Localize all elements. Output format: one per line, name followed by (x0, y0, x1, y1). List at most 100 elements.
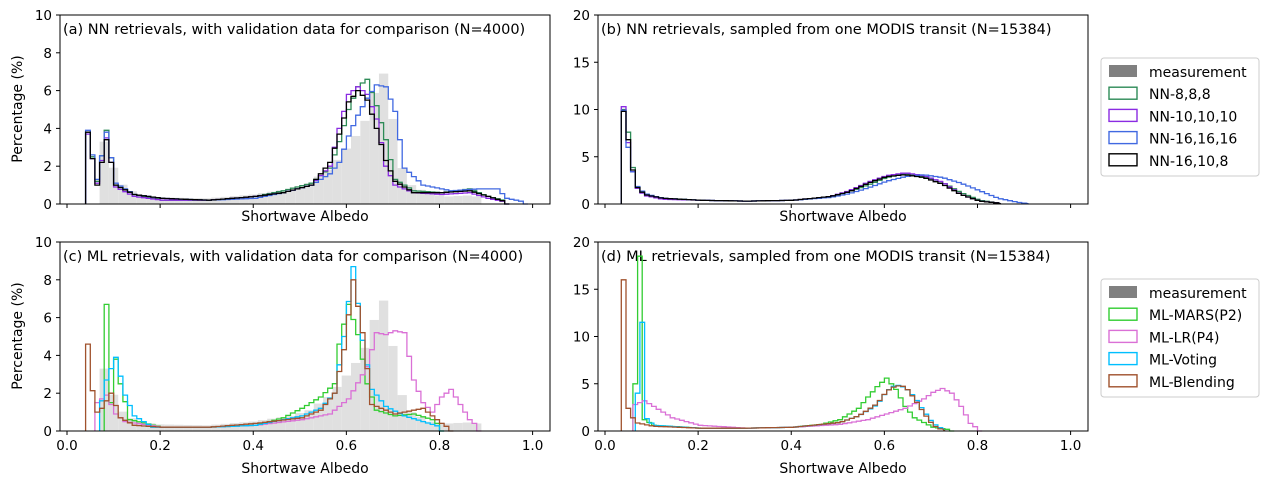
legend-swatch-nn-16-10-8 (1108, 153, 1138, 167)
plot-area (597, 14, 1089, 205)
series-line-nn-8-8-8 (84, 78, 510, 205)
series-line-nn-16-16-16 (620, 109, 1029, 205)
series-line-nn-10-10-10 (620, 106, 1002, 205)
histogram-bar (276, 190, 286, 204)
series-line-ml-blending (84, 279, 454, 432)
x-tick-label: 0.4 (242, 438, 263, 454)
histogram-bar (360, 120, 370, 204)
y-tick-label: 15 (573, 282, 590, 298)
panel-title: (d) ML retrievals, sampled from one MODI… (601, 249, 1050, 265)
y-tick-label: 10 (35, 235, 52, 251)
histogram-bar (211, 197, 221, 204)
x-axis-label: Shortwave Albedo (241, 209, 368, 225)
x-tick-label: 0.4 (780, 438, 801, 454)
histogram-bar (369, 319, 379, 431)
histogram-bar (304, 183, 314, 204)
y-tick-label: 20 (573, 235, 590, 251)
histogram-bar (444, 196, 454, 204)
x-tick-label: 0.6 (874, 438, 895, 454)
histogram-bar (425, 194, 435, 204)
y-tick-label: 0 (581, 197, 590, 213)
histogram-bar (146, 196, 156, 204)
histogram-bar (127, 191, 137, 204)
panel-title: (c) ML retrievals, with validation data … (63, 249, 523, 265)
x-tick-label: 0.0 (594, 438, 615, 454)
histogram-bar (220, 423, 230, 431)
panel-title: (a) NN retrievals, with validation data … (63, 22, 525, 38)
histogram-bar (351, 362, 361, 431)
histogram-bar (183, 197, 193, 204)
histogram-bar (304, 410, 314, 431)
panel-a: (a) NN retrievals, with validation data … (10, 8, 551, 225)
histogram-bar (174, 197, 184, 204)
histogram-bar (183, 424, 193, 431)
panel-d: (d) ML retrievals, sampled from one MODI… (573, 235, 1089, 477)
legend-label-measurement: measurement (1149, 65, 1247, 81)
series-line-ml-mars-p2- (632, 255, 955, 432)
series-line-ml-lr-p4- (94, 330, 482, 432)
legend-top: measurement NN-8,8,8 NN-10,10,10 NN-16,16,1… (1100, 57, 1260, 177)
histogram-bar (388, 345, 398, 431)
y-tick-label: 4 (43, 121, 52, 137)
x-tick-label: 0.8 (429, 438, 450, 454)
legend-label-ml-blending: ML-Blending (1149, 375, 1235, 391)
y-tick-label: 8 (43, 273, 52, 289)
histogram-bar (239, 422, 249, 431)
panel-title: (b) NN retrievals, sampled from one MODI… (601, 22, 1052, 38)
histogram-bar (360, 347, 370, 431)
histogram-bar (434, 195, 445, 204)
histogram-bar (211, 424, 221, 431)
histogram-bar (257, 420, 268, 431)
histogram-bar (369, 92, 379, 204)
plot-area (59, 241, 551, 432)
panel-b: (b) NN retrievals, sampled from one MODI… (573, 8, 1089, 225)
x-axis-label: Shortwave Albedo (779, 209, 906, 225)
histogram-bar (462, 195, 473, 204)
legend-frame (1100, 278, 1260, 398)
histogram-bar (295, 413, 305, 431)
histogram-bar (276, 417, 286, 431)
y-tick-label: 10 (573, 330, 590, 346)
histogram-bar (248, 194, 258, 204)
histogram-bar (323, 169, 333, 204)
legend-swatch-ml-voting (1108, 351, 1138, 366)
y-tick-label: 0 (43, 197, 52, 213)
plot-area (597, 241, 1089, 432)
legend-label-nn-16-10-8: NN-16,10,8 (1149, 154, 1228, 170)
y-tick-label: 0 (43, 424, 52, 440)
y-tick-label: 6 (43, 311, 52, 327)
series-line-nn-8-8-8 (620, 108, 1002, 205)
histogram-bar (248, 421, 258, 431)
histogram-bar (453, 422, 463, 431)
x-axis-label: Shortwave Albedo (241, 461, 368, 477)
y-tick-label: 6 (43, 84, 52, 100)
legend-label-nn-16-16-16: NN-16,16,16 (1149, 132, 1237, 148)
y-tick-label: 8 (43, 46, 52, 62)
histogram-bar (425, 421, 435, 431)
histogram-bar (136, 195, 147, 204)
legend-label-ml-lr-p4-: ML-LR(P4) (1149, 330, 1220, 346)
histogram-bar (472, 196, 482, 204)
legend-swatch-ml-mars-p2- (1108, 307, 1138, 321)
histogram-bar (257, 193, 268, 204)
series-measurement (99, 73, 482, 204)
histogram-bar (406, 185, 417, 204)
histogram-bar (267, 418, 277, 431)
y-tick-label: 10 (35, 8, 52, 24)
histogram-bar (341, 148, 352, 204)
legend-swatch-measurement (1109, 286, 1137, 298)
legend-swatch-measurement (1109, 65, 1137, 77)
y-tick-label: 10 (573, 103, 590, 119)
series-measurement (99, 300, 482, 431)
histogram-bar (174, 424, 184, 431)
series-line-ml-blending (620, 279, 946, 432)
series-line-nn-16-10-8 (84, 89, 510, 205)
histogram-bar (453, 195, 463, 204)
y-tick-label: 2 (43, 159, 52, 175)
histogram-bar (118, 184, 128, 204)
legend-swatch-ml-lr-p4- (1108, 329, 1138, 344)
legend-label-nn-10-10-10: NN-10,10,10 (1149, 109, 1237, 125)
histogram-bar (192, 425, 203, 431)
histogram-bar (99, 141, 109, 204)
histogram-bar (239, 195, 249, 204)
